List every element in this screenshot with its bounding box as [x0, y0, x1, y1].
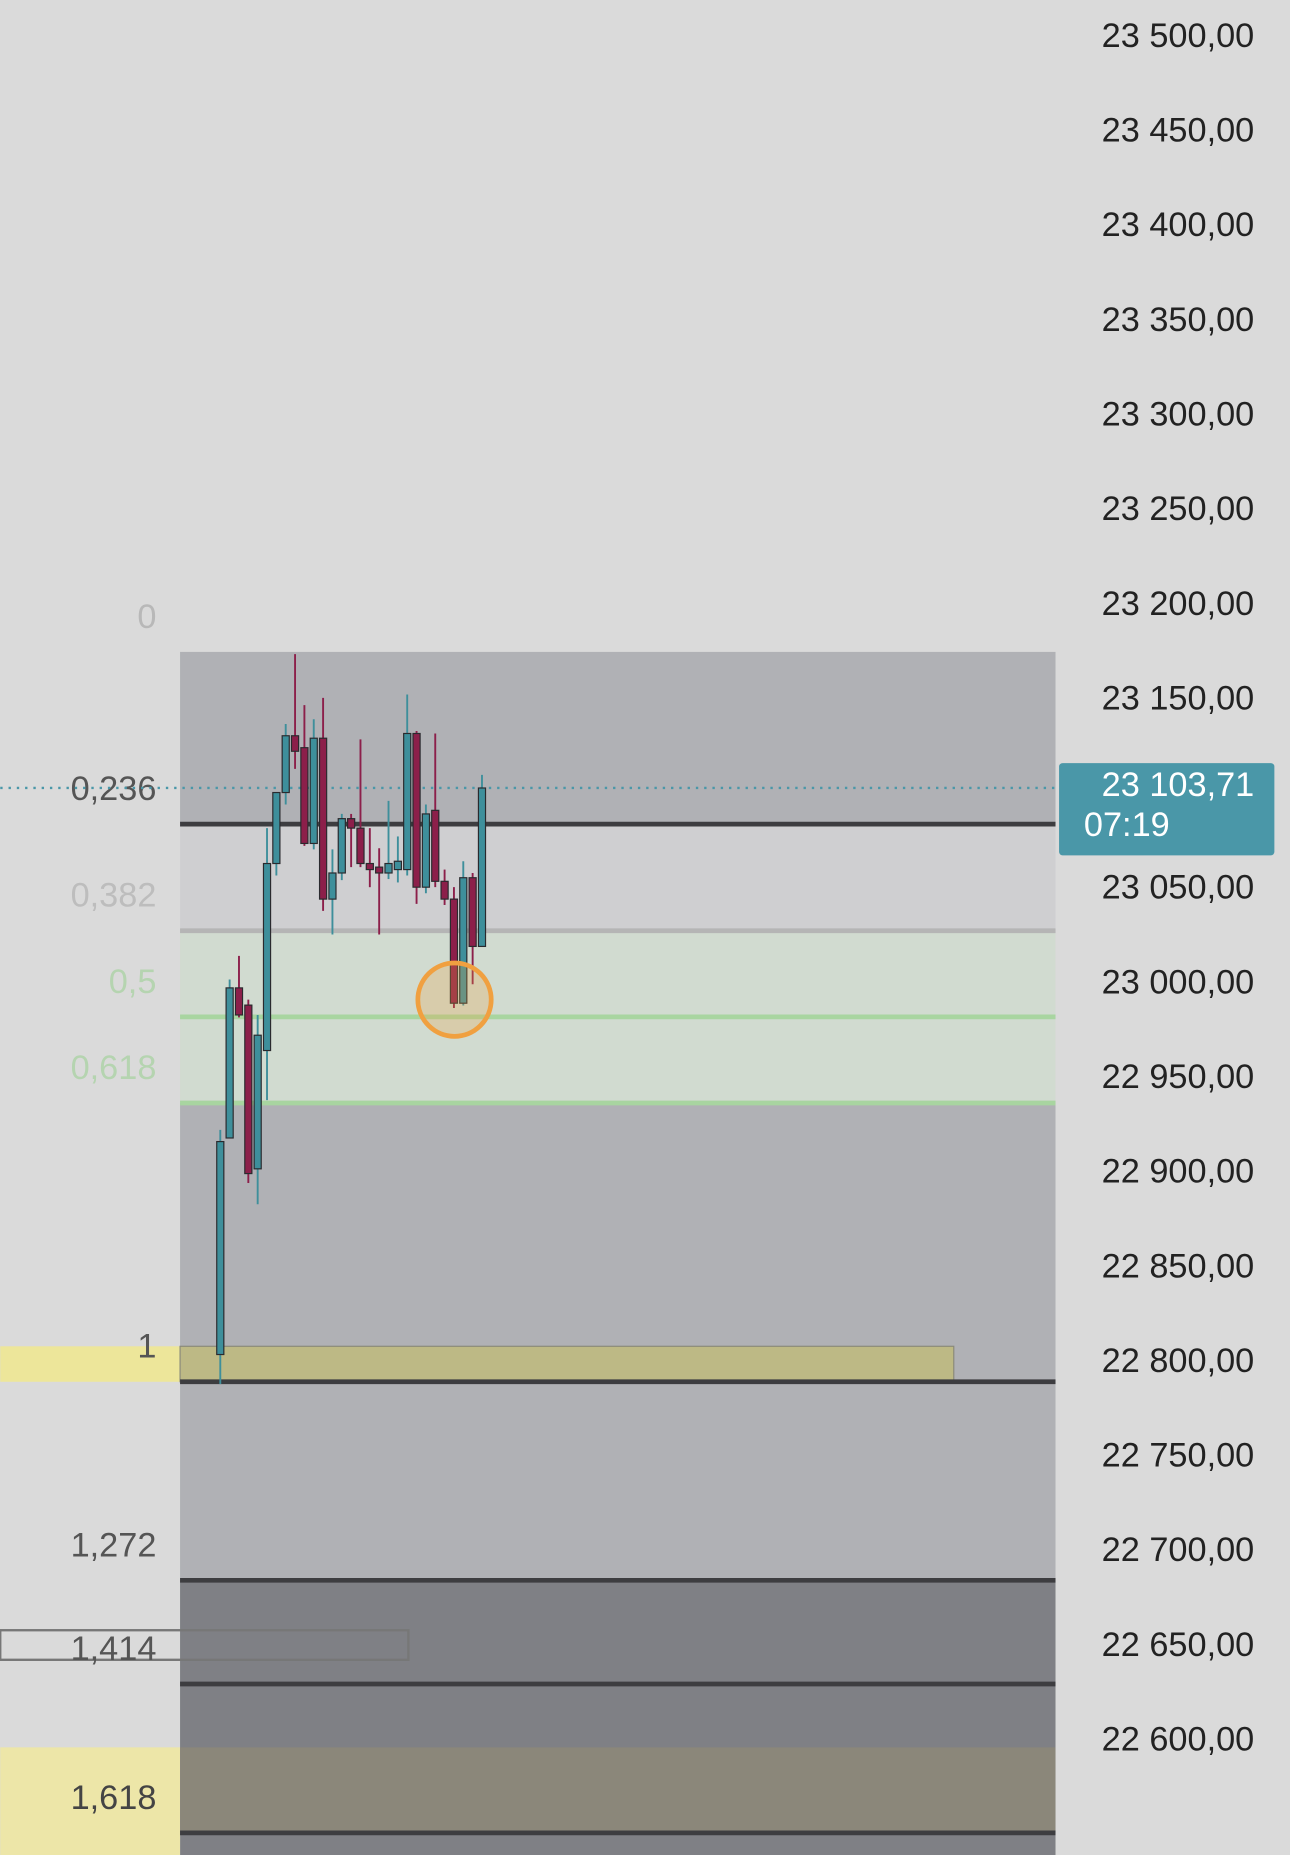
candle-body	[477, 787, 487, 948]
current-price-label: 23 103,71	[1102, 766, 1255, 804]
fib-zone	[180, 930, 1056, 1017]
y-tick-label: 23 200,00	[1102, 585, 1255, 623]
highlight-circle	[415, 960, 494, 1039]
fib-level-label: 0,5	[109, 963, 157, 1001]
y-tick-label: 23 150,00	[1102, 679, 1255, 717]
y-tick-label: 23 350,00	[1102, 301, 1255, 339]
fib-zone	[180, 1102, 1056, 1382]
outline-box	[0, 1629, 410, 1661]
drawings	[0, 1345, 1056, 1855]
fib-zone	[180, 1832, 1056, 1855]
fib-zone	[180, 1381, 1056, 1581]
y-tick-label: 22 700,00	[1102, 1531, 1255, 1569]
y-tick-label: 22 800,00	[1102, 1342, 1255, 1380]
fib-level-label: 1,618	[71, 1779, 157, 1817]
fib-zone	[180, 1580, 1056, 1684]
fib-level-label: 0,382	[71, 877, 157, 915]
price-axis: 23 500,00 23 450,00 23 400,00 23 350,00 23 3…	[1059, 17, 1275, 1758]
candle-body	[403, 732, 412, 871]
candle-body	[440, 880, 449, 900]
candle-body	[449, 898, 459, 1004]
fib-level-label: 1,414	[71, 1630, 157, 1668]
y-tick-label: 22 950,00	[1102, 1058, 1255, 1096]
candle-body	[272, 791, 281, 865]
candle-body	[253, 1034, 262, 1170]
fib-level-label: 0,618	[71, 1049, 157, 1087]
highlight-box	[180, 1747, 1056, 1833]
candle-body	[300, 747, 309, 845]
candle-body	[290, 735, 300, 752]
candle-body	[393, 860, 403, 871]
fib-zone	[180, 1016, 1056, 1103]
candle-body	[346, 818, 356, 829]
highlight-box	[0, 1747, 181, 1855]
y-tick-label: 22 850,00	[1102, 1247, 1255, 1285]
highlight-box	[0, 1346, 181, 1382]
candles	[216, 654, 487, 1385]
candle-body	[244, 1004, 253, 1175]
y-tick-label: 23 050,00	[1102, 869, 1255, 907]
countdown-label: 07:19	[1084, 806, 1170, 844]
y-tick-label: 23 000,00	[1102, 963, 1255, 1001]
y-tick-label: 22 900,00	[1102, 1153, 1255, 1191]
y-tick-label: 23 300,00	[1102, 395, 1255, 433]
candle-body	[356, 827, 365, 865]
candle-body	[421, 813, 431, 888]
y-tick-label: 23 450,00	[1102, 112, 1255, 150]
candle-body	[216, 1140, 225, 1356]
y-tick-label: 23 250,00	[1102, 490, 1255, 528]
candle-body	[365, 862, 374, 871]
candle-body	[234, 987, 244, 1016]
highlight-box	[179, 1345, 955, 1383]
current-price-tag	[1059, 763, 1275, 856]
candle-body	[468, 877, 477, 948]
fib-level-label: 1	[137, 1328, 156, 1366]
y-tick-label: 22 600,00	[1102, 1720, 1255, 1758]
candle-body	[318, 737, 328, 900]
candle-body	[375, 866, 384, 874]
fib-level-label: 1,272	[71, 1526, 157, 1564]
candle-body	[384, 862, 393, 874]
candle-body	[328, 872, 337, 900]
candle-body	[431, 809, 440, 882]
y-tick-label: 22 650,00	[1102, 1626, 1255, 1664]
candle-body	[337, 818, 346, 874]
y-tick-label: 23 500,00	[1102, 17, 1255, 55]
candle-body	[262, 862, 272, 1052]
y-tick-label: 23 400,00	[1102, 206, 1255, 244]
candle-body	[225, 987, 234, 1139]
candle-body	[309, 737, 318, 845]
y-tick-label: 22 750,00	[1102, 1437, 1255, 1475]
candle-body	[412, 732, 421, 888]
candle-body	[281, 735, 290, 794]
fib-level-label: 0	[137, 598, 156, 636]
candle-body	[459, 877, 468, 1004]
